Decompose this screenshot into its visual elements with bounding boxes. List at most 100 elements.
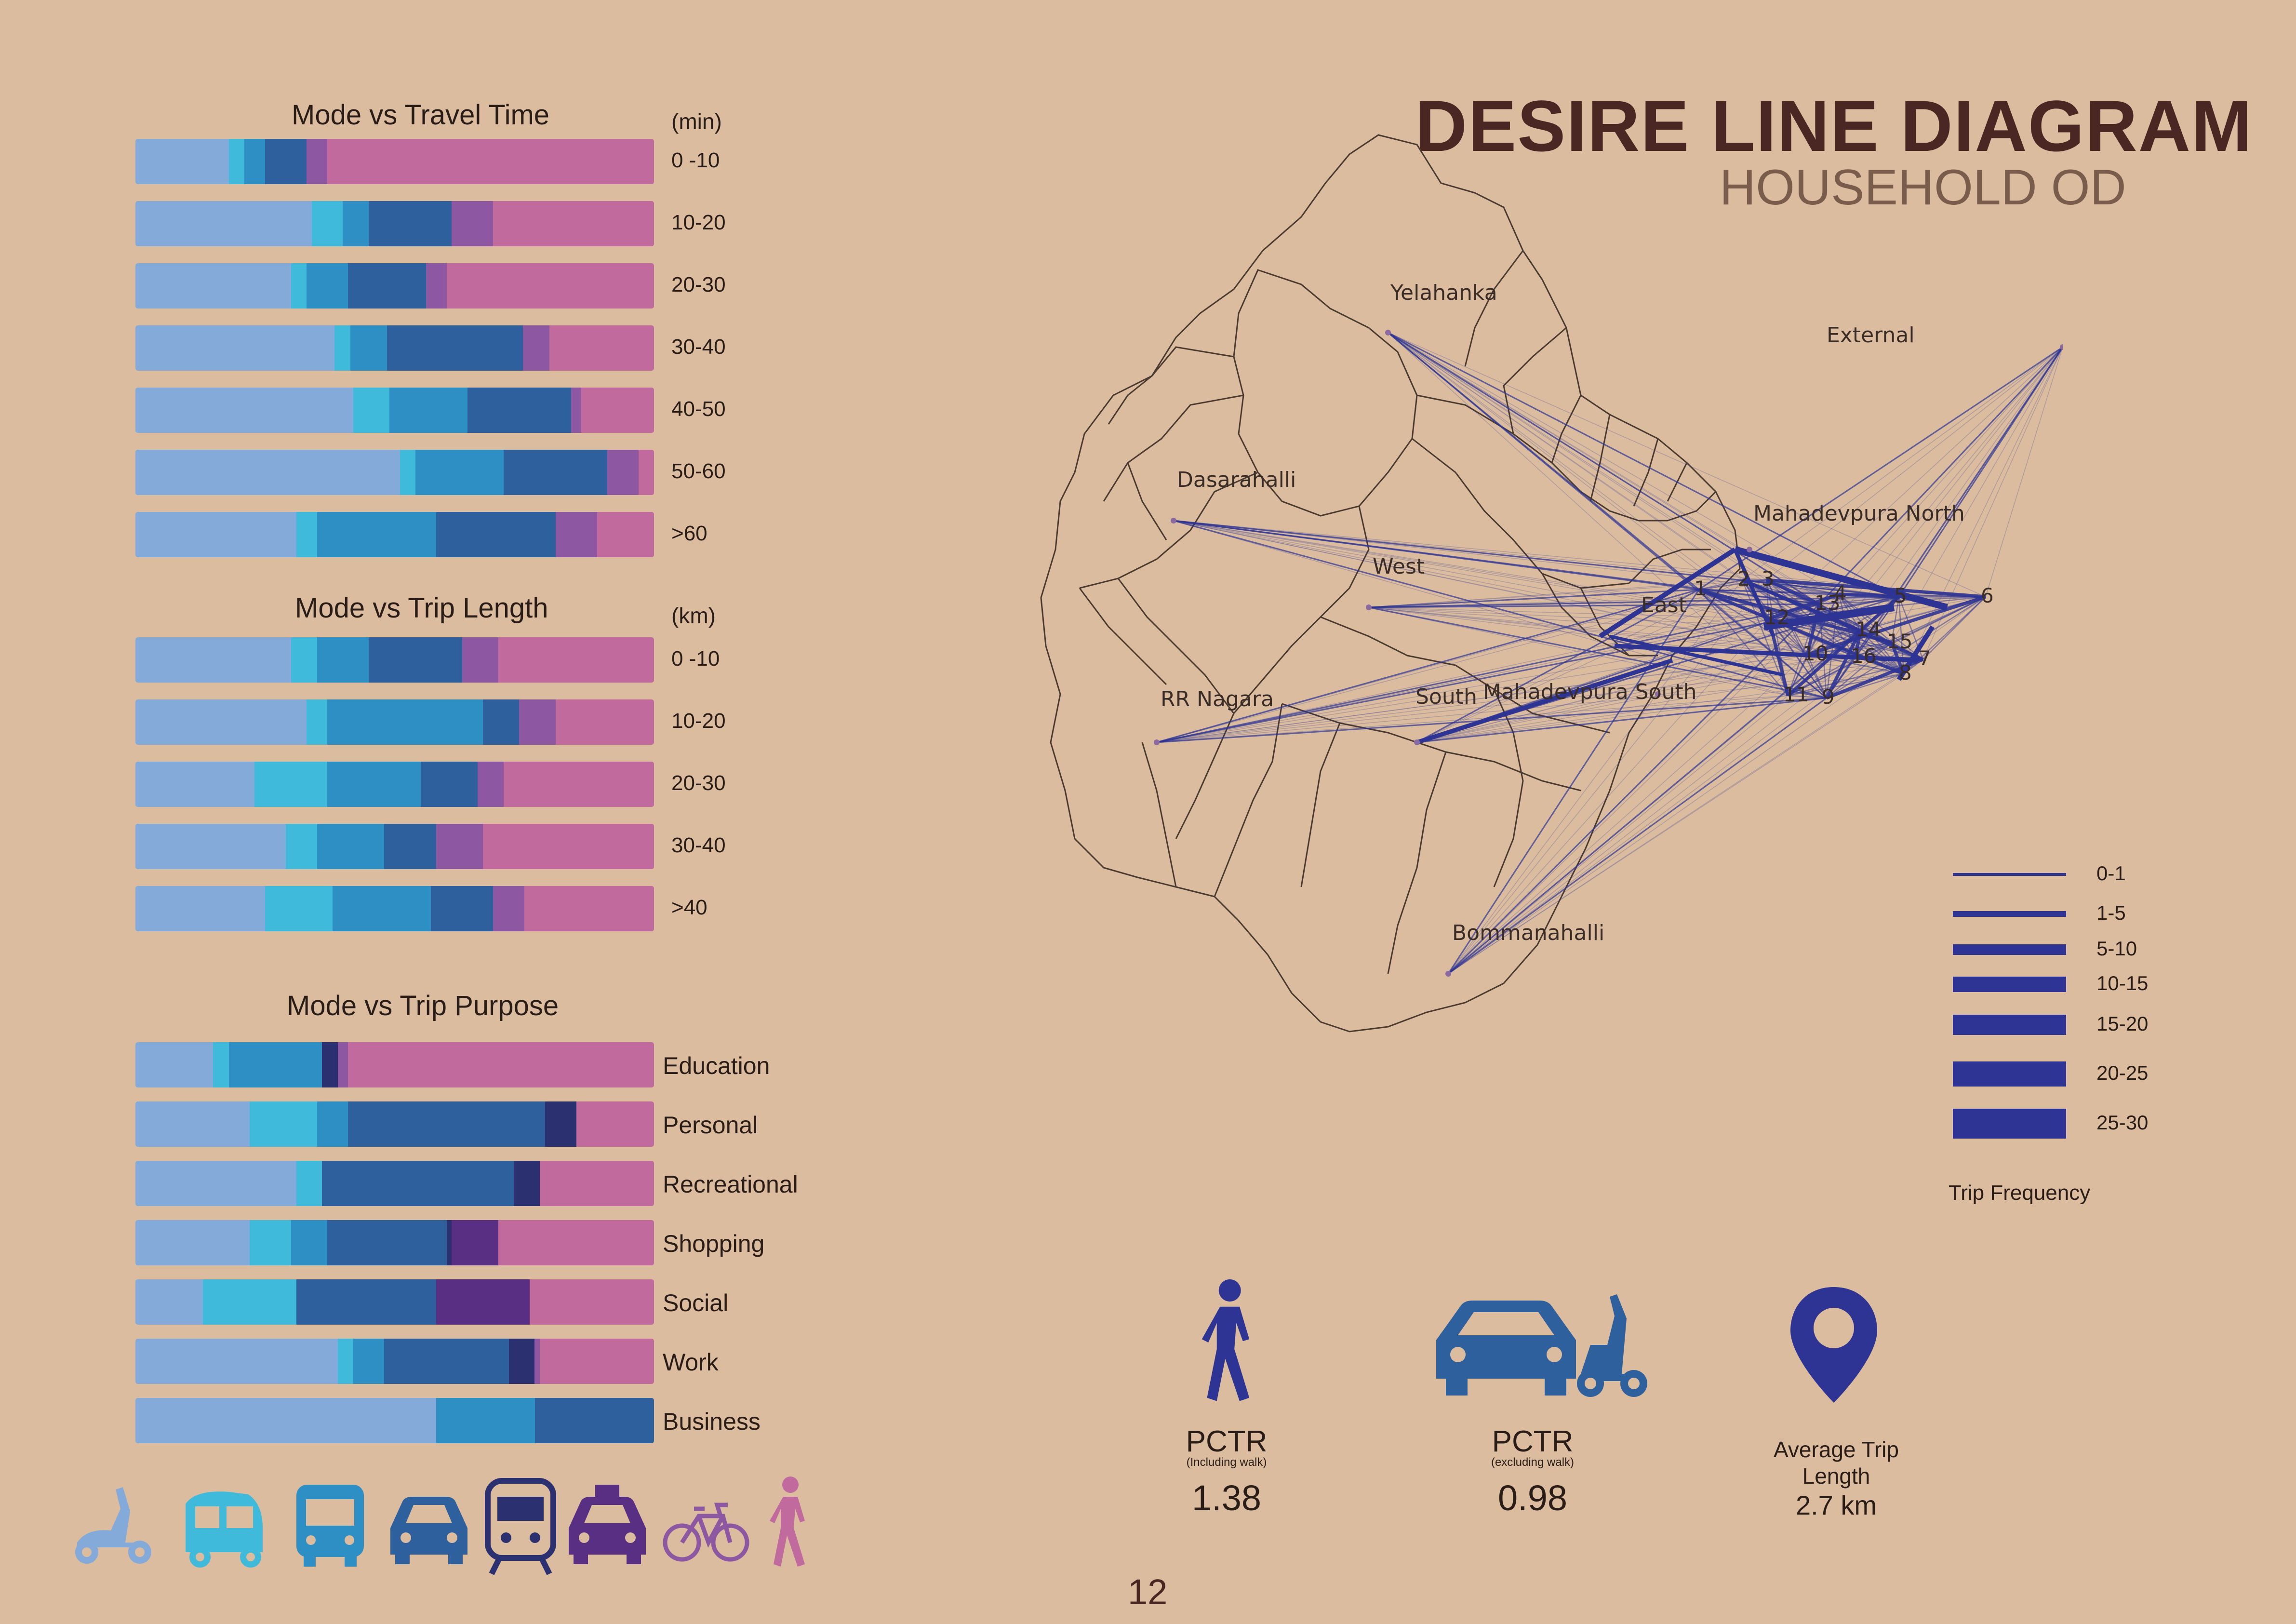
desire-line-major — [1734, 546, 1948, 611]
bar-segment-walk — [549, 325, 654, 371]
stacked-bar — [135, 1220, 654, 1265]
bar-segment-two-wheeler — [135, 699, 307, 745]
zone-labels: Yelahanka External Dasarahalli Mahadevpura … — [1161, 281, 1994, 945]
bar-segment-walk — [327, 139, 654, 184]
bar-segment-cycle — [555, 512, 597, 557]
desire-line — [1985, 347, 2063, 597]
bar-segment-cycle — [607, 450, 639, 495]
desire-line — [1447, 589, 1700, 974]
desire-line — [1742, 579, 1839, 595]
desire-line — [1860, 596, 1899, 631]
bar-segment-auto — [296, 1161, 322, 1206]
desire-line — [1448, 657, 1856, 974]
stacked-bar — [135, 699, 654, 745]
bar-segment-auto — [202, 1279, 296, 1325]
bar-segment-two-wheeler — [135, 1339, 338, 1384]
desire-line-major — [1763, 604, 1895, 631]
stacked-bar — [135, 201, 654, 246]
desire-line — [1388, 332, 1892, 643]
desire-line — [1765, 579, 1770, 619]
desire-line — [1156, 589, 1699, 743]
desire-line — [1448, 654, 1808, 974]
bar-segment-metro — [508, 1339, 535, 1384]
bar-segment-bus — [291, 1220, 328, 1265]
desire-line — [1805, 604, 1821, 655]
chart-unit-2: (km) — [671, 603, 716, 628]
bar-segment-auto — [254, 762, 328, 807]
desire-line — [1416, 673, 1904, 743]
bar-segment-auto — [296, 512, 317, 557]
bar-segment-auto — [286, 824, 317, 869]
bar-segment-two-wheeler — [135, 263, 291, 309]
zone-node — [1445, 971, 1451, 977]
bar-segment-walk — [482, 824, 654, 869]
chart-title-1: Mode vs Travel Time — [292, 99, 550, 131]
bus-icon — [296, 1485, 364, 1567]
stacked-bar — [135, 824, 654, 869]
bar-segment-two-wheeler — [135, 886, 265, 931]
desire-line — [1156, 695, 1789, 743]
zone-node — [1154, 739, 1160, 745]
category-label: 0 -10 — [671, 148, 720, 172]
desire-line — [1173, 520, 1808, 655]
ward-number: 8 — [1899, 661, 1912, 684]
desire-lines — [1154, 330, 2063, 977]
bar-segment-cycle — [478, 762, 504, 807]
bar-segment-auto — [228, 139, 244, 184]
category-label: 50-60 — [671, 459, 726, 483]
desire-line — [1768, 618, 1828, 698]
zone-label: Yelahanka — [1390, 281, 1497, 305]
pedestrian-icon — [770, 1476, 805, 1567]
desire-line — [1855, 642, 1892, 658]
stacked-bar — [135, 512, 654, 557]
desire-line — [1388, 332, 1743, 580]
bar-segment-auto — [311, 201, 343, 246]
category-label: Work — [663, 1349, 719, 1376]
page-title: DESIRE LINE DIAGRAM — [1415, 85, 2253, 166]
legend-swatch — [1953, 944, 2066, 955]
bar-segment-auto — [291, 637, 317, 683]
legend-swatch — [1953, 873, 2066, 876]
car-icon — [390, 1497, 467, 1564]
category-label: Personal — [663, 1112, 758, 1139]
bar-segment-car — [327, 1220, 447, 1265]
bar-segment-walk — [503, 762, 654, 807]
desire-line-major — [1416, 658, 1673, 745]
desire-line — [1826, 673, 1904, 699]
bar-segment-cycle — [337, 1042, 348, 1087]
desire-line — [1388, 332, 1839, 595]
desire-line — [1854, 630, 1862, 658]
desire-line — [1860, 630, 1892, 644]
bar-segment-auto — [249, 1101, 317, 1147]
bar-segment-two-wheeler — [135, 1279, 203, 1325]
bar-segment-car — [387, 325, 523, 371]
desire-line — [1173, 520, 1789, 696]
desire-line — [1768, 617, 1904, 675]
bar-segment-bus — [317, 1101, 348, 1147]
stacked-bar — [135, 886, 654, 931]
desire-line — [1765, 579, 1828, 698]
desire-line — [1768, 592, 1840, 620]
ward-number: 10 — [1802, 642, 1828, 665]
category-label: 30-40 — [671, 335, 726, 359]
desire-line — [1156, 657, 1856, 743]
zone-label: East — [1641, 593, 1687, 617]
stacked-bar — [135, 1101, 654, 1147]
desire-line — [1788, 630, 1861, 696]
desire-line — [1416, 654, 1808, 743]
bar-segment-cycle — [307, 139, 328, 184]
bar-segment-taxi — [452, 1220, 499, 1265]
ward-number: 2 — [1737, 567, 1750, 591]
bar-segment-metro — [514, 1161, 540, 1206]
desire-line — [1416, 697, 1827, 743]
desire-line — [1788, 642, 1892, 697]
zone-node — [1414, 739, 1420, 745]
bar-segment-car — [420, 762, 478, 807]
bar-segment-car — [503, 450, 608, 495]
legend-swatch — [1953, 977, 2066, 992]
zone-label: RR Nagara — [1161, 687, 1274, 711]
desire-line — [1806, 654, 1828, 698]
desire-line — [1416, 630, 1861, 743]
ward-number: 6 — [1981, 584, 1994, 607]
bar-segment-walk — [498, 637, 654, 683]
